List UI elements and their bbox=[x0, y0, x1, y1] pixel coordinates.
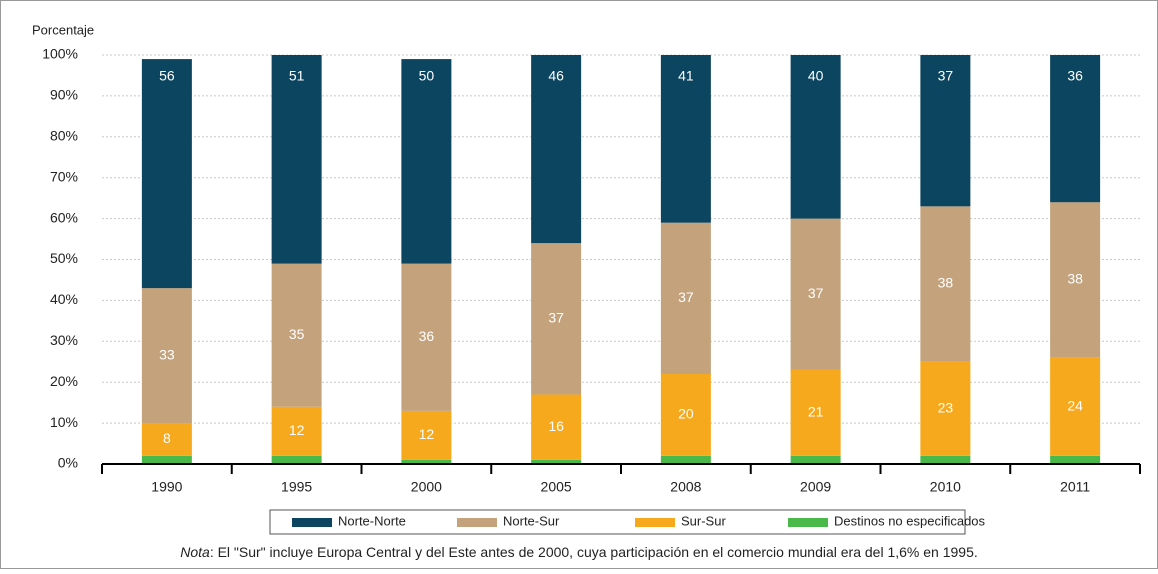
data-label: 16 bbox=[548, 418, 564, 434]
y-tick-label: 100% bbox=[42, 46, 78, 62]
bar-segment bbox=[1050, 202, 1101, 358]
data-label: 35 bbox=[289, 326, 305, 342]
bar-segment bbox=[1050, 55, 1101, 203]
y-tick-label: 0% bbox=[58, 455, 78, 471]
legend-label: Norte-Norte bbox=[338, 513, 406, 528]
x-tick-label: 1995 bbox=[281, 479, 312, 495]
y-tick-label: 50% bbox=[50, 250, 78, 266]
x-tick-label: 2009 bbox=[800, 479, 831, 495]
bar-segment bbox=[920, 455, 971, 464]
y-tick-label: 20% bbox=[50, 373, 78, 389]
bar-segment bbox=[141, 288, 192, 424]
bar-segment bbox=[531, 243, 582, 395]
data-label: 12 bbox=[289, 422, 305, 438]
legend-label: Sur-Sur bbox=[681, 513, 726, 528]
data-label: 36 bbox=[1067, 68, 1083, 84]
data-label: 50 bbox=[419, 68, 435, 84]
y-tick-label: 80% bbox=[50, 128, 78, 144]
x-tick-label: 2000 bbox=[411, 479, 442, 495]
bar-segment bbox=[790, 218, 841, 370]
bar-segment bbox=[531, 459, 582, 464]
data-label: 24 bbox=[1067, 397, 1083, 413]
data-label: 12 bbox=[419, 426, 435, 442]
data-label: 21 bbox=[808, 404, 824, 420]
bar-segment bbox=[790, 455, 841, 464]
data-label: 51 bbox=[289, 68, 305, 84]
data-label: 37 bbox=[938, 68, 954, 84]
bar-segment bbox=[271, 406, 322, 456]
x-tick-label: 2008 bbox=[670, 479, 701, 495]
bar-segment bbox=[660, 455, 711, 464]
legend: Norte-Norte Norte-Sur Sur-Sur Destinos no e… bbox=[269, 509, 986, 535]
legend-swatch bbox=[635, 518, 675, 527]
y-tick-label: 90% bbox=[50, 87, 78, 103]
data-label: 23 bbox=[938, 399, 954, 415]
bar-segment bbox=[401, 459, 452, 464]
data-label: 38 bbox=[938, 275, 954, 291]
data-label: 8 bbox=[163, 430, 171, 446]
x-tick-label: 2011 bbox=[1060, 479, 1090, 495]
bar-segment bbox=[790, 55, 841, 219]
data-label: 46 bbox=[548, 68, 564, 84]
y-tick-label: 40% bbox=[50, 291, 78, 307]
data-label: 37 bbox=[548, 310, 564, 326]
bar-segment bbox=[271, 263, 322, 407]
y-tick-label: 70% bbox=[50, 168, 78, 184]
data-label: 37 bbox=[808, 285, 824, 301]
data-label: 20 bbox=[678, 406, 694, 422]
bar-segment bbox=[660, 55, 711, 223]
bar-segment bbox=[660, 222, 711, 375]
note: Nota: El "Sur" incluye Europa Central y … bbox=[180, 544, 978, 560]
bar-segment bbox=[1050, 455, 1101, 464]
bar-segment bbox=[401, 59, 452, 264]
legend-swatch bbox=[457, 518, 497, 527]
note-label: Nota bbox=[180, 544, 210, 560]
data-label: 37 bbox=[678, 289, 694, 305]
legend-swatch bbox=[292, 518, 332, 527]
data-label: 36 bbox=[419, 328, 435, 344]
note-text: : El "Sur" incluye Europa Central y del … bbox=[210, 544, 978, 560]
bar-segment bbox=[660, 374, 711, 456]
bar-segment bbox=[141, 455, 192, 464]
legend-label: Destinos no especificados bbox=[834, 513, 986, 528]
bar-segment bbox=[1050, 357, 1101, 456]
data-label: 41 bbox=[678, 68, 694, 84]
bar-segment bbox=[531, 55, 582, 244]
bar-segment bbox=[920, 55, 971, 207]
data-label: 33 bbox=[159, 346, 175, 362]
bar-segment bbox=[271, 55, 322, 264]
y-tick-label: 30% bbox=[50, 332, 78, 348]
y-tick-label: 10% bbox=[50, 414, 78, 430]
bar-segment bbox=[920, 206, 971, 362]
bar-segment bbox=[271, 455, 322, 464]
x-tick-label: 2010 bbox=[930, 479, 961, 495]
bar-segment bbox=[401, 410, 452, 460]
bar-segment bbox=[141, 423, 192, 456]
legend-box bbox=[269, 509, 966, 535]
x-tick-label: 1990 bbox=[151, 479, 182, 495]
y-axis-label: Porcentaje bbox=[32, 22, 94, 37]
bar-segment bbox=[920, 361, 971, 456]
y-tick-label: 60% bbox=[50, 209, 78, 225]
bar-segment bbox=[401, 263, 452, 411]
bar-segment bbox=[531, 394, 582, 460]
data-label: 38 bbox=[1067, 271, 1083, 287]
legend-label: Norte-Sur bbox=[503, 513, 560, 528]
data-label: 56 bbox=[159, 68, 175, 84]
bar-segment bbox=[141, 59, 192, 289]
data-label: 40 bbox=[808, 68, 824, 84]
x-tick-label: 2005 bbox=[541, 479, 572, 495]
legend-swatch bbox=[788, 518, 828, 527]
bar-segment bbox=[790, 369, 841, 456]
